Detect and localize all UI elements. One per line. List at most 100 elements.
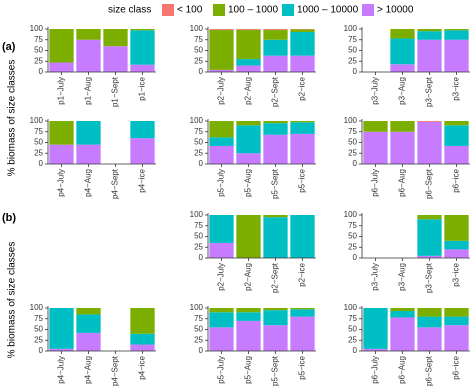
bar-segment [130,138,155,164]
bar-segment [236,59,261,66]
x-tick-label: p2−Sept [271,76,280,107]
y-tick-label: 100 [190,116,204,125]
bar-segment [130,29,155,31]
x-tick-label: p2−ice [298,262,307,286]
y-tick-label: 25 [348,242,357,251]
bar-segment [444,308,469,317]
y-tick-label: 50 [348,46,357,55]
bar-segment [103,46,128,72]
bar-segment [49,29,74,63]
bar-segment [76,332,101,351]
y-tick-label: 0 [39,346,44,355]
x-tick-label: p5−Sept [271,168,280,199]
bar-segment [236,312,261,321]
y-tick-label: 75 [348,35,357,44]
y-axis-label: % biomass of size classes [7,242,18,359]
x-tick-label: p3−Sept [425,76,434,107]
bar-segment [444,215,469,241]
x-tick-label: p1−ice [138,76,147,100]
bar-segment [417,121,442,122]
y-tick-label: 50 [194,232,203,241]
bar-segment [49,121,74,145]
bar-segment [236,29,261,60]
bar-segment [263,29,288,30]
bar-segment [290,32,315,56]
y-tick-label: 0 [353,159,358,168]
x-tick-label: p6−Aug [398,169,407,197]
y-tick-label: 25 [194,242,203,251]
bar-segment [209,29,234,30]
bar-segment [130,121,155,139]
bar-segment [209,145,234,164]
y-tick-label: 0 [199,346,204,355]
y-tick-label: 100 [190,210,204,219]
x-tick-label: p1−July [57,77,66,105]
x-tick-label: p5−Aug [244,356,253,384]
bar-segment [390,64,415,72]
y-tick-label: 50 [194,325,203,334]
bar-segment [263,55,288,72]
bar-segment [130,308,155,334]
legend-title: size class [108,5,151,16]
x-tick-label: p6−ice [452,168,461,192]
x-tick-label: p4−July [57,169,66,197]
bar-segment [209,215,234,243]
y-tick-label: 0 [199,159,204,168]
bar-segment [263,134,288,164]
bar-segment [417,31,442,40]
bar-segment [444,325,469,351]
bar-segment [290,215,315,258]
y-tick-label: 0 [39,159,44,168]
y-tick-label: 75 [194,314,203,323]
bar-segment [236,308,261,313]
x-tick-label: p6−ice [452,355,461,379]
bar-segment [290,316,315,351]
y-tick-label: 25 [34,148,43,157]
panel-label: (a) [2,41,16,53]
bar-segment [363,121,388,132]
y-axis-label: % biomass of size classes [7,60,18,177]
bar-segment [444,30,469,40]
bar-segment [236,121,261,126]
y-tick-label: 25 [194,148,203,157]
x-tick-label: p2−Sept [271,262,280,293]
y-tick-label: 100 [344,24,358,33]
y-tick-label: 100 [344,303,358,312]
bar-segment [444,240,469,250]
legend-swatch [213,4,225,16]
x-tick-label: p3−July [371,263,380,291]
x-tick-label: p4−ice [138,168,147,192]
y-tick-label: 50 [34,325,43,334]
bar-segment [209,121,234,138]
y-tick-label: 25 [194,335,203,344]
bar-segment [263,325,288,351]
bar-segment [209,327,234,351]
legend-label: < 100 [177,5,203,16]
bar-segment [417,29,442,32]
x-tick-label: p2−Aug [244,263,253,291]
bar-segment [76,144,101,164]
x-tick-label: p4−ice [138,355,147,379]
x-tick-label: p3−Sept [425,262,434,293]
bar-segment [76,39,101,72]
x-tick-label: p5−Sept [271,355,280,386]
bar-segment [390,308,415,312]
x-tick-label: p4−Aug [84,356,93,384]
bar-segment [263,308,288,311]
bar-segment [263,310,288,326]
bar-segment [363,308,388,349]
bar-segment [49,144,74,164]
x-tick-label: p1−Aug [84,77,93,105]
legend-label: 100 – 1000 [228,5,278,16]
y-tick-label: 100 [30,24,44,33]
x-tick-label: p1−Sept [111,76,120,107]
x-tick-label: p5−Aug [244,169,253,197]
bar-segment [209,312,234,328]
x-tick-label: p6−July [371,169,380,197]
y-tick-label: 50 [348,232,357,241]
x-tick-label: p5−ice [298,168,307,192]
bar-segment [417,327,442,351]
y-tick-label: 75 [34,35,43,44]
bar-segment [209,69,234,72]
y-tick-label: 75 [194,35,203,44]
